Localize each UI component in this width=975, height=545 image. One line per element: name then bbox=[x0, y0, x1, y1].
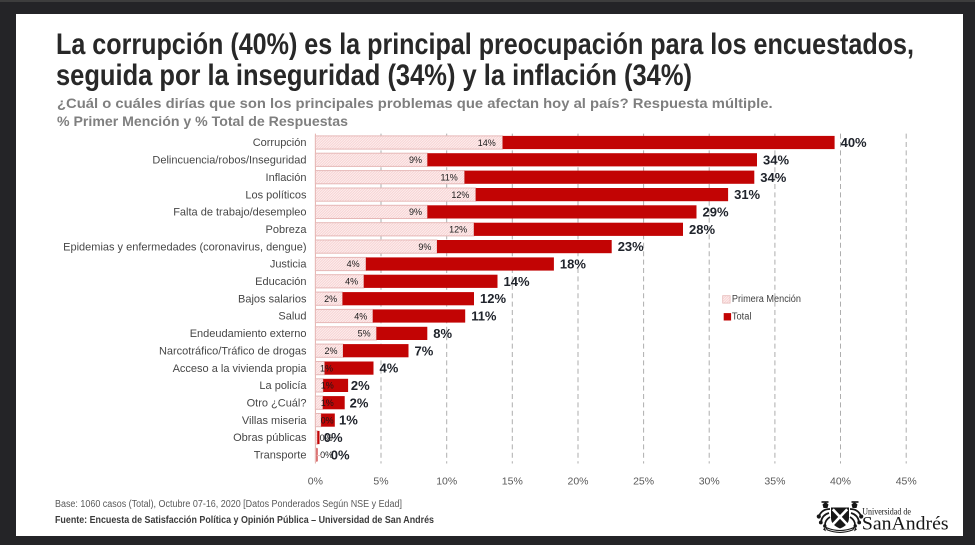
svg-text:2%: 2% bbox=[351, 378, 370, 393]
svg-text:1%: 1% bbox=[321, 398, 334, 408]
svg-text:1%: 1% bbox=[321, 381, 334, 391]
svg-text:4%: 4% bbox=[354, 311, 367, 321]
svg-text:2%: 2% bbox=[324, 346, 337, 356]
svg-text:9%: 9% bbox=[409, 207, 422, 217]
svg-text:18%: 18% bbox=[560, 257, 586, 272]
svg-text:Villas miseria: Villas miseria bbox=[242, 415, 307, 427]
svg-text:Acceso a la vivienda propia: Acceso a la vivienda propia bbox=[173, 363, 308, 375]
svg-text:35%: 35% bbox=[764, 476, 785, 488]
svg-text:Obras públicas: Obras públicas bbox=[233, 432, 307, 444]
svg-text:29%: 29% bbox=[703, 205, 729, 220]
svg-text:Endeudamiento externo: Endeudamiento externo bbox=[190, 328, 307, 340]
svg-text:23%: 23% bbox=[618, 239, 644, 254]
svg-text:0%: 0% bbox=[308, 476, 323, 488]
svg-text:28%: 28% bbox=[689, 222, 715, 237]
svg-text:30%: 30% bbox=[699, 476, 720, 488]
svg-text:4%: 4% bbox=[347, 259, 360, 269]
svg-text:15%: 15% bbox=[502, 476, 523, 488]
svg-text:12%: 12% bbox=[480, 291, 506, 306]
svg-text:Salud: Salud bbox=[278, 311, 306, 323]
svg-text:Total: Total bbox=[732, 312, 752, 323]
svg-text:Corrupción: Corrupción bbox=[253, 137, 307, 149]
svg-text:Pobreza: Pobreza bbox=[266, 224, 308, 236]
svg-text:14%: 14% bbox=[504, 274, 530, 289]
svg-text:14%: 14% bbox=[478, 138, 496, 148]
svg-text:Delincuencia/robos/Inseguridad: Delincuencia/robos/Inseguridad bbox=[152, 155, 306, 167]
svg-text:9%: 9% bbox=[418, 242, 431, 252]
svg-text:1%: 1% bbox=[339, 413, 358, 428]
svg-text:8%: 8% bbox=[433, 326, 452, 341]
svg-text:5%: 5% bbox=[358, 329, 371, 339]
svg-text:4%: 4% bbox=[380, 361, 399, 376]
svg-text:Universidad de: Universidad de bbox=[862, 506, 911, 516]
svg-text:0%: 0% bbox=[320, 433, 333, 443]
svg-text:Transporte: Transporte bbox=[254, 450, 307, 462]
svg-text:0%: 0% bbox=[321, 415, 334, 425]
svg-text:12%: 12% bbox=[451, 190, 469, 200]
svg-text:10%: 10% bbox=[436, 476, 457, 488]
svg-text:9%: 9% bbox=[409, 155, 422, 165]
svg-text:0%: 0% bbox=[320, 450, 333, 460]
svg-text:Los políticos: Los políticos bbox=[245, 189, 307, 201]
svg-text:0%: 0% bbox=[324, 430, 343, 445]
svg-text:Epidemias y enfermedades (coro: Epidemias y enfermedades (coronavirus, d… bbox=[63, 241, 306, 253]
svg-text:Educación: Educación bbox=[255, 276, 306, 288]
svg-text:11%: 11% bbox=[440, 173, 457, 183]
svg-text:11%: 11% bbox=[471, 309, 497, 324]
svg-text:20%: 20% bbox=[567, 476, 588, 488]
svg-text:1%: 1% bbox=[320, 363, 333, 373]
svg-text:7%: 7% bbox=[415, 343, 434, 358]
svg-text:25%: 25% bbox=[633, 476, 654, 488]
svg-text:45%: 45% bbox=[896, 476, 917, 488]
svg-text:2%: 2% bbox=[350, 395, 369, 410]
svg-text:40%: 40% bbox=[830, 476, 851, 488]
svg-text:4%: 4% bbox=[345, 277, 358, 287]
svg-text:31%: 31% bbox=[734, 187, 760, 202]
svg-text:SanAndrés: SanAndrés bbox=[862, 515, 949, 535]
svg-text:Inflación: Inflación bbox=[266, 172, 307, 184]
svg-text:5%: 5% bbox=[373, 476, 388, 488]
svg-text:Narcotráfico/Tráfico de drogas: Narcotráfico/Tráfico de drogas bbox=[159, 345, 307, 357]
svg-text:2%: 2% bbox=[324, 294, 337, 304]
svg-text:Justicia: Justicia bbox=[270, 259, 308, 271]
svg-text:Otro ¿Cuál?: Otro ¿Cuál? bbox=[247, 397, 307, 409]
svg-text:Primera Mención: Primera Mención bbox=[732, 294, 801, 305]
svg-text:34%: 34% bbox=[760, 170, 786, 185]
svg-text:La policía: La policía bbox=[259, 380, 307, 392]
svg-text:Bajos salarios: Bajos salarios bbox=[238, 293, 307, 305]
svg-text:12%: 12% bbox=[449, 225, 467, 235]
svg-text:40%: 40% bbox=[841, 135, 867, 150]
svg-text:Falta de trabajo/desempleo: Falta de trabajo/desempleo bbox=[173, 207, 306, 219]
svg-text:0%: 0% bbox=[331, 447, 350, 462]
svg-text:34%: 34% bbox=[763, 152, 789, 167]
